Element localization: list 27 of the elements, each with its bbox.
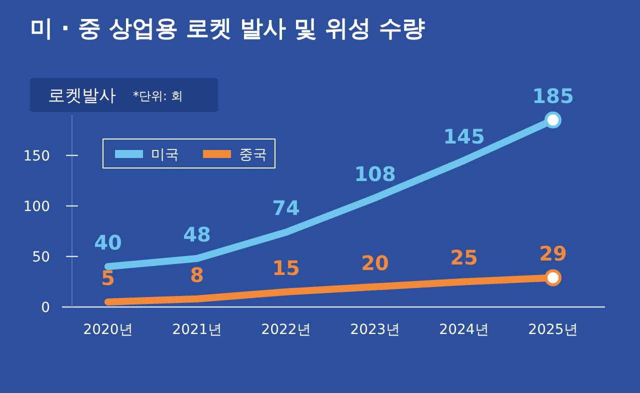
data-label: 48 [183, 222, 211, 246]
data-label: 25 [450, 246, 478, 270]
data-label: 40 [94, 230, 122, 255]
data-label: 20 [361, 250, 389, 275]
legend-label: 중국 [239, 147, 267, 163]
data-label: 108 [354, 162, 396, 186]
y-tick-label: 100 [23, 198, 50, 215]
chart-subtitle: 로켓발사 [48, 86, 116, 106]
y-tick-label: 150 [23, 148, 50, 164]
data-label: 145 [443, 124, 485, 148]
x-tick-label: 2023년 [350, 322, 400, 338]
data-label: 74 [272, 196, 300, 220]
x-tick-label: 2022년 [261, 322, 311, 338]
data-label: 185 [532, 84, 574, 108]
data-label: 15 [272, 256, 300, 280]
x-tick-label: 2021년 [172, 322, 222, 338]
data-label: 8 [190, 262, 204, 287]
legend-label: 미국 [151, 147, 179, 163]
x-tick-label: 2020년 [83, 322, 133, 338]
y-tick-label: 0 [41, 300, 50, 316]
x-tick-label: 2025년 [528, 322, 578, 338]
text: *단위: 회 [133, 89, 183, 103]
x-tick-label: 2024년 [439, 322, 489, 338]
y-tick-label: 50 [32, 249, 50, 266]
chart-title: 미 · 중 상업용 로켓 발사 및 위성 수량 [30, 16, 425, 42]
data-label: 29 [539, 242, 567, 266]
data-label: 5 [101, 266, 115, 290]
